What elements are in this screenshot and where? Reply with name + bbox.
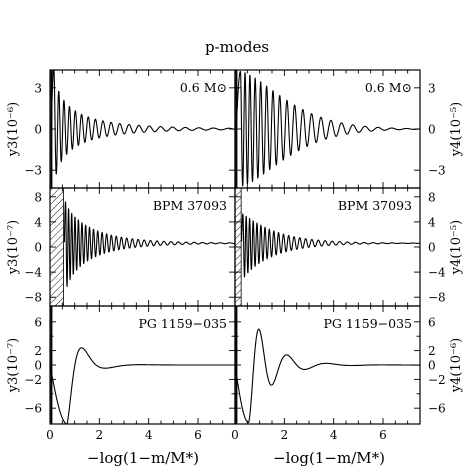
x-axis-label-right: −log(1−m/M*) [273, 449, 385, 467]
y-tick-label: 0 [428, 123, 436, 137]
series-line [50, 70, 235, 175]
x-tick-label: 4 [145, 428, 153, 442]
x-tick-label: 6 [379, 428, 387, 442]
y-axis-label: y3(10⁻⁶) [6, 102, 21, 157]
y-tick-label: −6 [428, 402, 446, 416]
panel-r0-c0: −3 0 3 0.6 M⊙ y3(10⁻⁶) [6, 69, 236, 189]
y-axis-label: y4(10⁻⁵) [449, 220, 464, 275]
y-tick-label: 4 [34, 215, 42, 229]
series-line [241, 213, 420, 278]
panel-label: 0.6 M⊙ [365, 80, 412, 95]
series-line [235, 70, 420, 187]
y-tick-label: 2 [34, 344, 42, 358]
y-tick-label: 3 [428, 81, 436, 95]
y-tick-label: 6 [34, 315, 42, 329]
x-tick-label: 4 [330, 428, 338, 442]
series-line [50, 347, 235, 424]
panel-label: BPM 37093 [338, 198, 412, 213]
y-axis-label: y3(10⁻⁷) [6, 220, 21, 275]
x-tick-label: 2 [281, 428, 289, 442]
y-tick-label: 0 [34, 241, 42, 255]
y-tick-label: 6 [428, 315, 436, 329]
x-tick-label: 0 [231, 428, 239, 442]
y-tick-label: 0 [428, 241, 436, 255]
x-tick-label: 6 [194, 428, 202, 442]
y-axis-label: y3(10⁻⁷) [6, 338, 21, 393]
panel-r1-c0: −8 −4 0 4 8 BPM 37093 y3(10⁻⁷) [6, 187, 236, 307]
panel-label: PG 1159−035 [138, 316, 227, 331]
y-tick-label: 0 [34, 359, 42, 373]
y-tick-label: −3 [428, 164, 446, 178]
y-tick-label: 4 [428, 215, 436, 229]
y-tick-label: 0 [34, 123, 42, 137]
chart-title: p-modes [205, 38, 269, 56]
panel-r0-c1: −3 0 3 0.6 M⊙ y4(10⁻⁵) [234, 69, 464, 189]
x-tick-label: 0 [46, 428, 54, 442]
y-tick-label: −2 [428, 373, 446, 387]
y-tick-label: −8 [428, 291, 446, 305]
panel-r1-c1: −8 −4 0 4 8 BPM 37093 y4(10⁻⁵) [234, 187, 464, 307]
y-tick-label: 0 [428, 359, 436, 373]
panel-label: PG 1159−035 [323, 316, 412, 331]
y-tick-label: 8 [428, 190, 436, 204]
y-tick-label: −4 [428, 266, 446, 280]
series-line [235, 328, 420, 424]
y-tick-label: −8 [24, 291, 42, 305]
y-tick-label: −6 [24, 402, 42, 416]
y-tick-label: 3 [34, 81, 42, 95]
series-line [63, 201, 235, 287]
y-tick-label: −4 [24, 266, 42, 280]
y-tick-label: 2 [428, 344, 436, 358]
x-axis-label-left: −log(1−m/M*) [87, 449, 199, 467]
panel-label: 0.6 M⊙ [180, 80, 227, 95]
y-tick-label: 8 [34, 190, 42, 204]
y-axis-label: y4(10⁻⁶) [449, 338, 464, 393]
y-axis-label: y4(10⁻⁵) [449, 102, 464, 157]
y-tick-label: −3 [24, 164, 42, 178]
panel-label: BPM 37093 [153, 198, 227, 213]
x-tick-label: 2 [96, 428, 104, 442]
y-tick-label: −2 [24, 373, 42, 387]
